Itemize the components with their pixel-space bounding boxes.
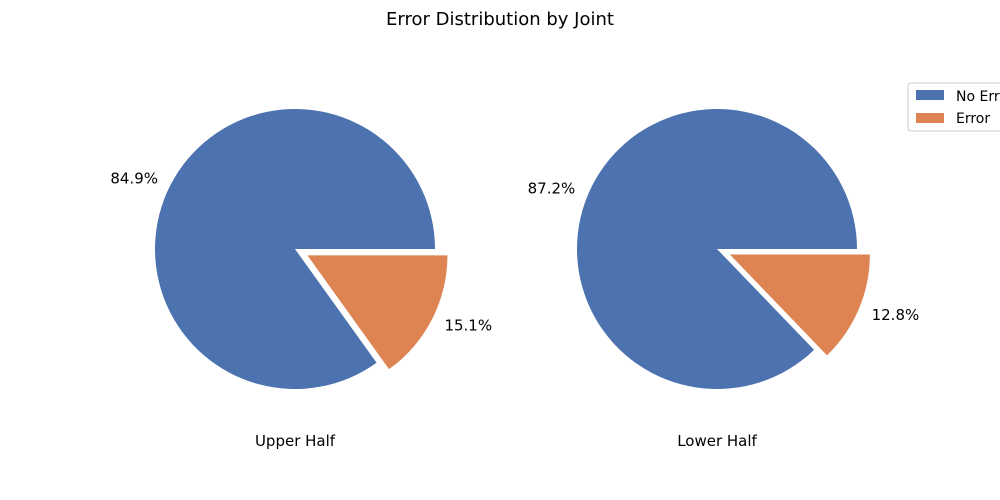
legend: No Error Error xyxy=(907,82,1000,132)
legend-swatch-no-error xyxy=(916,90,944,100)
pie-slice-no-error xyxy=(155,109,436,390)
pie-slice-error xyxy=(307,255,448,370)
pie-slice-error xyxy=(729,254,870,356)
subplot-label: Lower Half xyxy=(677,432,757,450)
pct-label-error: 15.1% xyxy=(444,317,492,335)
legend-swatch-error xyxy=(916,113,944,123)
pct-label-no-error: 84.9% xyxy=(110,170,158,188)
pie-chart-upper-half: 84.9% 15.1% Upper Half xyxy=(110,109,492,450)
pct-label-error: 12.8% xyxy=(872,306,920,324)
legend-label-no-error: No Error xyxy=(956,89,1000,105)
pct-label-no-error: 87.2% xyxy=(528,180,576,198)
figure-title: Error Distribution by Joint xyxy=(386,9,614,30)
pie-slice-no-error xyxy=(577,108,857,389)
subplot-label: Upper Half xyxy=(255,432,336,450)
legend-label-error: Error xyxy=(956,111,990,127)
pie-chart-lower-half: 87.2% 12.8% Lower Half xyxy=(528,108,920,450)
